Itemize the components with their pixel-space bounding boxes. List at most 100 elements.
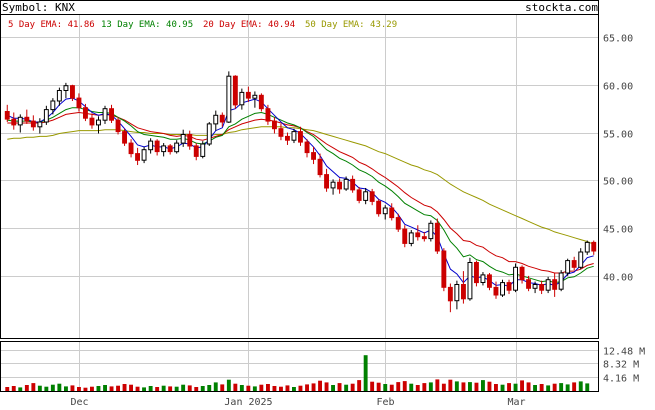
volume-bar [148,386,153,391]
volume-bar [344,384,349,391]
volume-bar [454,381,459,391]
candle-down [115,119,121,133]
candle-up [56,90,62,102]
candle-up [17,116,23,126]
volume-bar [507,383,511,391]
candle-up [578,251,584,268]
candle-down [4,111,10,120]
candle-up [102,108,108,121]
volume-bar [409,383,414,391]
candle-up [428,222,434,240]
price-tick-label: 55.00 [603,130,633,141]
volume-bar [279,386,283,391]
candle-down [350,178,356,191]
candle-down [389,207,395,219]
candle-down [311,152,317,160]
volume-bar [572,382,577,391]
candle-up [291,131,297,141]
candle-down [11,118,17,126]
candle-down [337,181,343,190]
price-tick-label: 45.00 [603,225,633,236]
candle-up [584,241,590,253]
candle-up [467,262,473,300]
volume-bar [376,382,381,391]
candle-down [245,91,251,99]
volume-bar [18,387,23,391]
candle-up [174,142,180,153]
volume-bar [311,383,316,391]
volume-bar [246,385,251,391]
volume-bar [161,385,166,391]
volume-bar [122,384,127,391]
volume-bar [168,386,173,391]
volume-bar [135,386,140,391]
volume-bar [331,385,335,391]
volume-bar [298,385,303,391]
price-tick-label: 65.00 [603,34,633,45]
volume-bar [448,379,453,391]
candle-up [50,100,56,111]
candle-up [480,274,486,283]
volume-bar [90,386,94,391]
price-panel-frame [0,14,599,339]
candle-up [213,114,219,125]
site-label: stockta.com [525,1,598,14]
volume-bar [357,380,362,391]
candle-up [558,272,564,290]
candle-down [591,241,597,252]
volume-bar [24,385,29,391]
volume-bar [57,383,62,391]
ema5-line [7,97,594,287]
volume-panel-frame [0,341,599,392]
grid-layer [1,15,598,391]
candle-up [532,284,538,289]
volume-bar [461,382,466,391]
legend-ema5: 5 Day EMA: 41.86 [8,20,95,30]
volume-bar [415,385,420,391]
candle-up [161,145,167,153]
volume-bar [422,383,427,391]
legend-ema50: 50 Day EMA: 43.29 [305,20,397,30]
volume-bar [181,384,186,391]
volume-bar [383,384,388,391]
volume-bar [96,386,101,391]
volume-bar [539,384,544,391]
candle-down [109,108,114,121]
candle-down [265,108,271,122]
candle-down [526,279,531,289]
volume-bar [578,381,583,391]
legend-ema13: 13 Day EMA: 40.95 [101,20,193,30]
volume-bar [305,384,309,391]
candle-down [441,250,447,288]
candle-down [258,94,264,110]
candle-up [141,149,147,161]
volume-bar [207,385,212,391]
candle-down [571,260,577,268]
legend-ema20: 20 Day EMA: 40.94 [203,20,295,30]
volume-bar [259,384,264,391]
volume-bar [239,385,244,391]
volume-bar [155,387,160,391]
candle-down [193,145,199,157]
volume-bar [318,380,322,391]
volume-bar [428,382,433,391]
candle-up [363,191,369,201]
volume-bar [103,385,107,391]
volume-bar [468,382,472,391]
volume-bar [526,382,531,391]
candle-up [43,109,49,123]
volume-bar [435,379,440,391]
volume-bar [252,386,257,391]
volume-bar [402,381,407,391]
ema-layer [7,97,594,287]
volume-bar [585,383,590,391]
date-tick-label: Feb [376,397,394,406]
volume-bar [272,386,277,391]
candle-down [434,222,440,252]
volume-bar [11,386,16,391]
volume-bar [44,386,49,391]
volume-bar [116,385,120,391]
price-tick-label: 40.00 [603,273,633,284]
volume-bar [213,382,218,391]
